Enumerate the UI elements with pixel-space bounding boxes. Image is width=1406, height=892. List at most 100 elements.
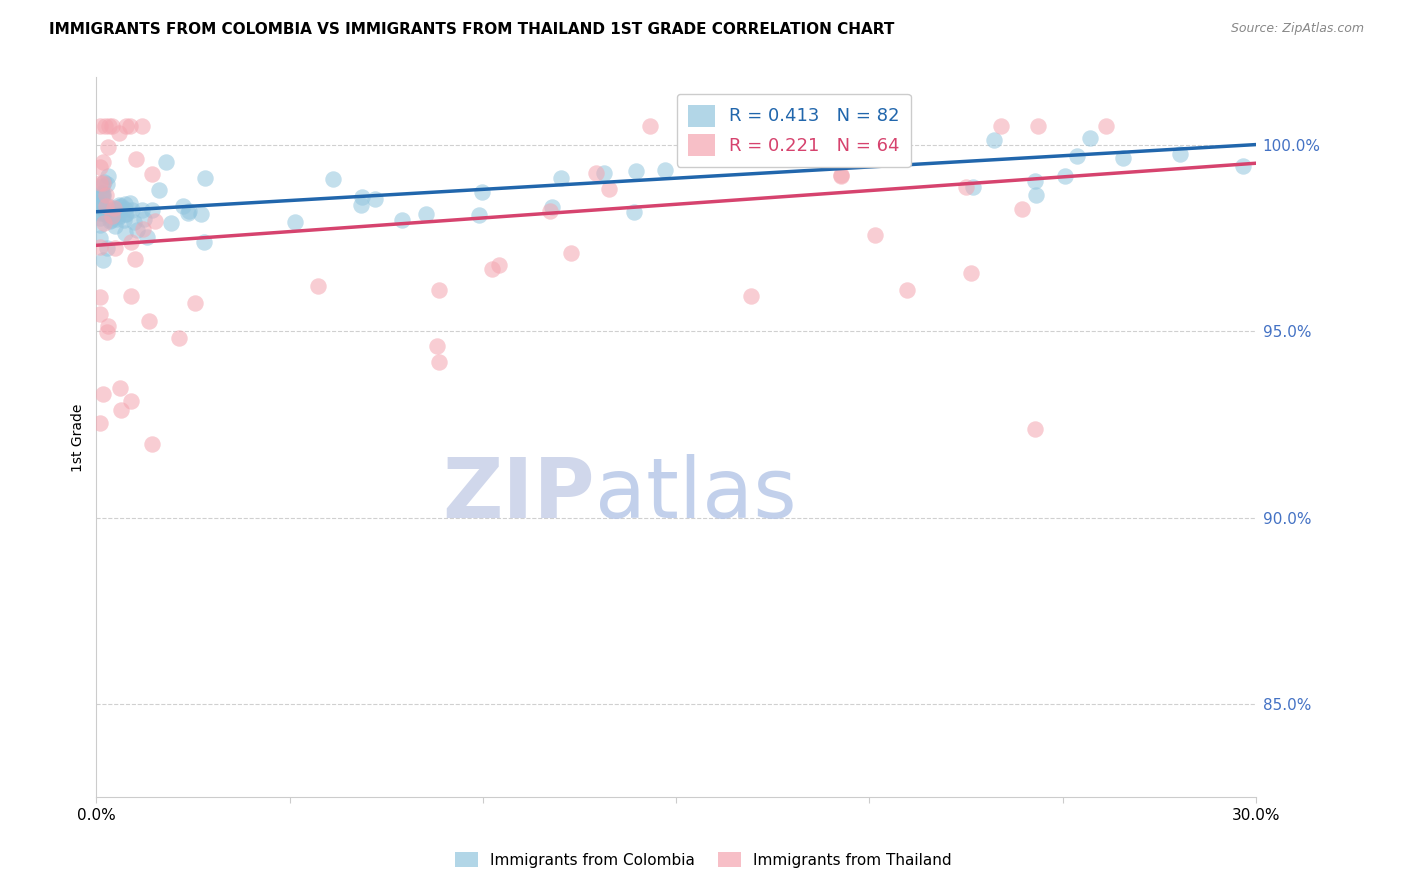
- Point: [132, 222, 155, 236]
- Point: [364, 192, 387, 206]
- Point: [131, 119, 153, 133]
- Point: [91, 176, 114, 190]
- Point: [427, 283, 450, 297]
- Point: [97, 139, 120, 153]
- Point: [96, 241, 118, 255]
- Point: [131, 202, 153, 217]
- Legend: R = 0.413   N = 82, R = 0.221   N = 64: R = 0.413 N = 82, R = 0.221 N = 64: [676, 94, 911, 167]
- Point: [167, 331, 190, 345]
- Point: [89, 206, 111, 220]
- Point: [1026, 119, 1049, 133]
- Point: [100, 210, 122, 224]
- Point: [114, 226, 136, 240]
- Y-axis label: 1st Grade: 1st Grade: [72, 403, 86, 472]
- Point: [138, 313, 160, 327]
- Point: [125, 152, 148, 166]
- Point: [110, 381, 132, 395]
- Point: [990, 119, 1012, 133]
- Point: [91, 253, 114, 268]
- Point: [120, 289, 142, 303]
- Point: [89, 290, 111, 304]
- Point: [1066, 148, 1088, 162]
- Point: [107, 197, 129, 211]
- Point: [307, 278, 329, 293]
- Point: [190, 207, 212, 221]
- Point: [96, 187, 118, 202]
- Point: [120, 119, 142, 133]
- Point: [103, 201, 125, 215]
- Point: [97, 169, 120, 183]
- Point: [983, 132, 1005, 146]
- Point: [114, 207, 136, 221]
- Point: [159, 216, 181, 230]
- Point: [1024, 422, 1046, 436]
- Point: [740, 288, 762, 302]
- Point: [93, 175, 115, 189]
- Point: [90, 198, 112, 212]
- Point: [415, 207, 437, 221]
- Point: [141, 202, 163, 217]
- Point: [93, 119, 115, 133]
- Point: [896, 284, 918, 298]
- Point: [89, 218, 111, 232]
- Point: [96, 199, 118, 213]
- Point: [148, 183, 170, 197]
- Point: [426, 339, 449, 353]
- Point: [880, 142, 903, 156]
- Point: [89, 211, 111, 225]
- Point: [350, 190, 373, 204]
- Point: [155, 155, 177, 169]
- Point: [429, 355, 451, 369]
- Point: [91, 154, 114, 169]
- Point: [468, 208, 491, 222]
- Point: [598, 182, 620, 196]
- Point: [107, 126, 129, 140]
- Point: [830, 168, 852, 182]
- Point: [143, 214, 166, 228]
- Point: [830, 169, 852, 184]
- Point: [120, 235, 142, 249]
- Point: [284, 215, 307, 229]
- Point: [350, 198, 373, 212]
- Point: [560, 245, 582, 260]
- Point: [89, 160, 111, 174]
- Point: [118, 195, 141, 210]
- Point: [593, 166, 616, 180]
- Point: [91, 189, 114, 203]
- Point: [90, 189, 112, 203]
- Text: ZIP: ZIP: [443, 455, 595, 535]
- Point: [322, 172, 344, 186]
- Point: [101, 119, 124, 133]
- Point: [89, 176, 111, 190]
- Text: atlas: atlas: [595, 455, 797, 535]
- Point: [183, 296, 205, 310]
- Point: [1168, 146, 1191, 161]
- Point: [540, 200, 562, 214]
- Point: [98, 119, 121, 133]
- Point: [110, 199, 132, 213]
- Point: [863, 228, 886, 243]
- Point: [803, 129, 825, 144]
- Point: [96, 177, 118, 191]
- Point: [193, 235, 215, 250]
- Point: [91, 206, 114, 220]
- Point: [132, 211, 155, 226]
- Point: [960, 266, 983, 280]
- Point: [124, 215, 146, 229]
- Point: [97, 202, 120, 217]
- Point: [623, 205, 645, 219]
- Point: [177, 206, 200, 220]
- Point: [194, 170, 217, 185]
- Point: [91, 187, 114, 202]
- Point: [93, 216, 115, 230]
- Point: [89, 231, 111, 245]
- Point: [1053, 169, 1076, 183]
- Point: [585, 165, 607, 179]
- Point: [100, 213, 122, 227]
- Legend: Immigrants from Colombia, Immigrants from Thailand: Immigrants from Colombia, Immigrants fro…: [449, 846, 957, 873]
- Point: [115, 119, 138, 133]
- Point: [955, 180, 977, 194]
- Point: [550, 171, 572, 186]
- Point: [91, 186, 114, 201]
- Point: [1078, 130, 1101, 145]
